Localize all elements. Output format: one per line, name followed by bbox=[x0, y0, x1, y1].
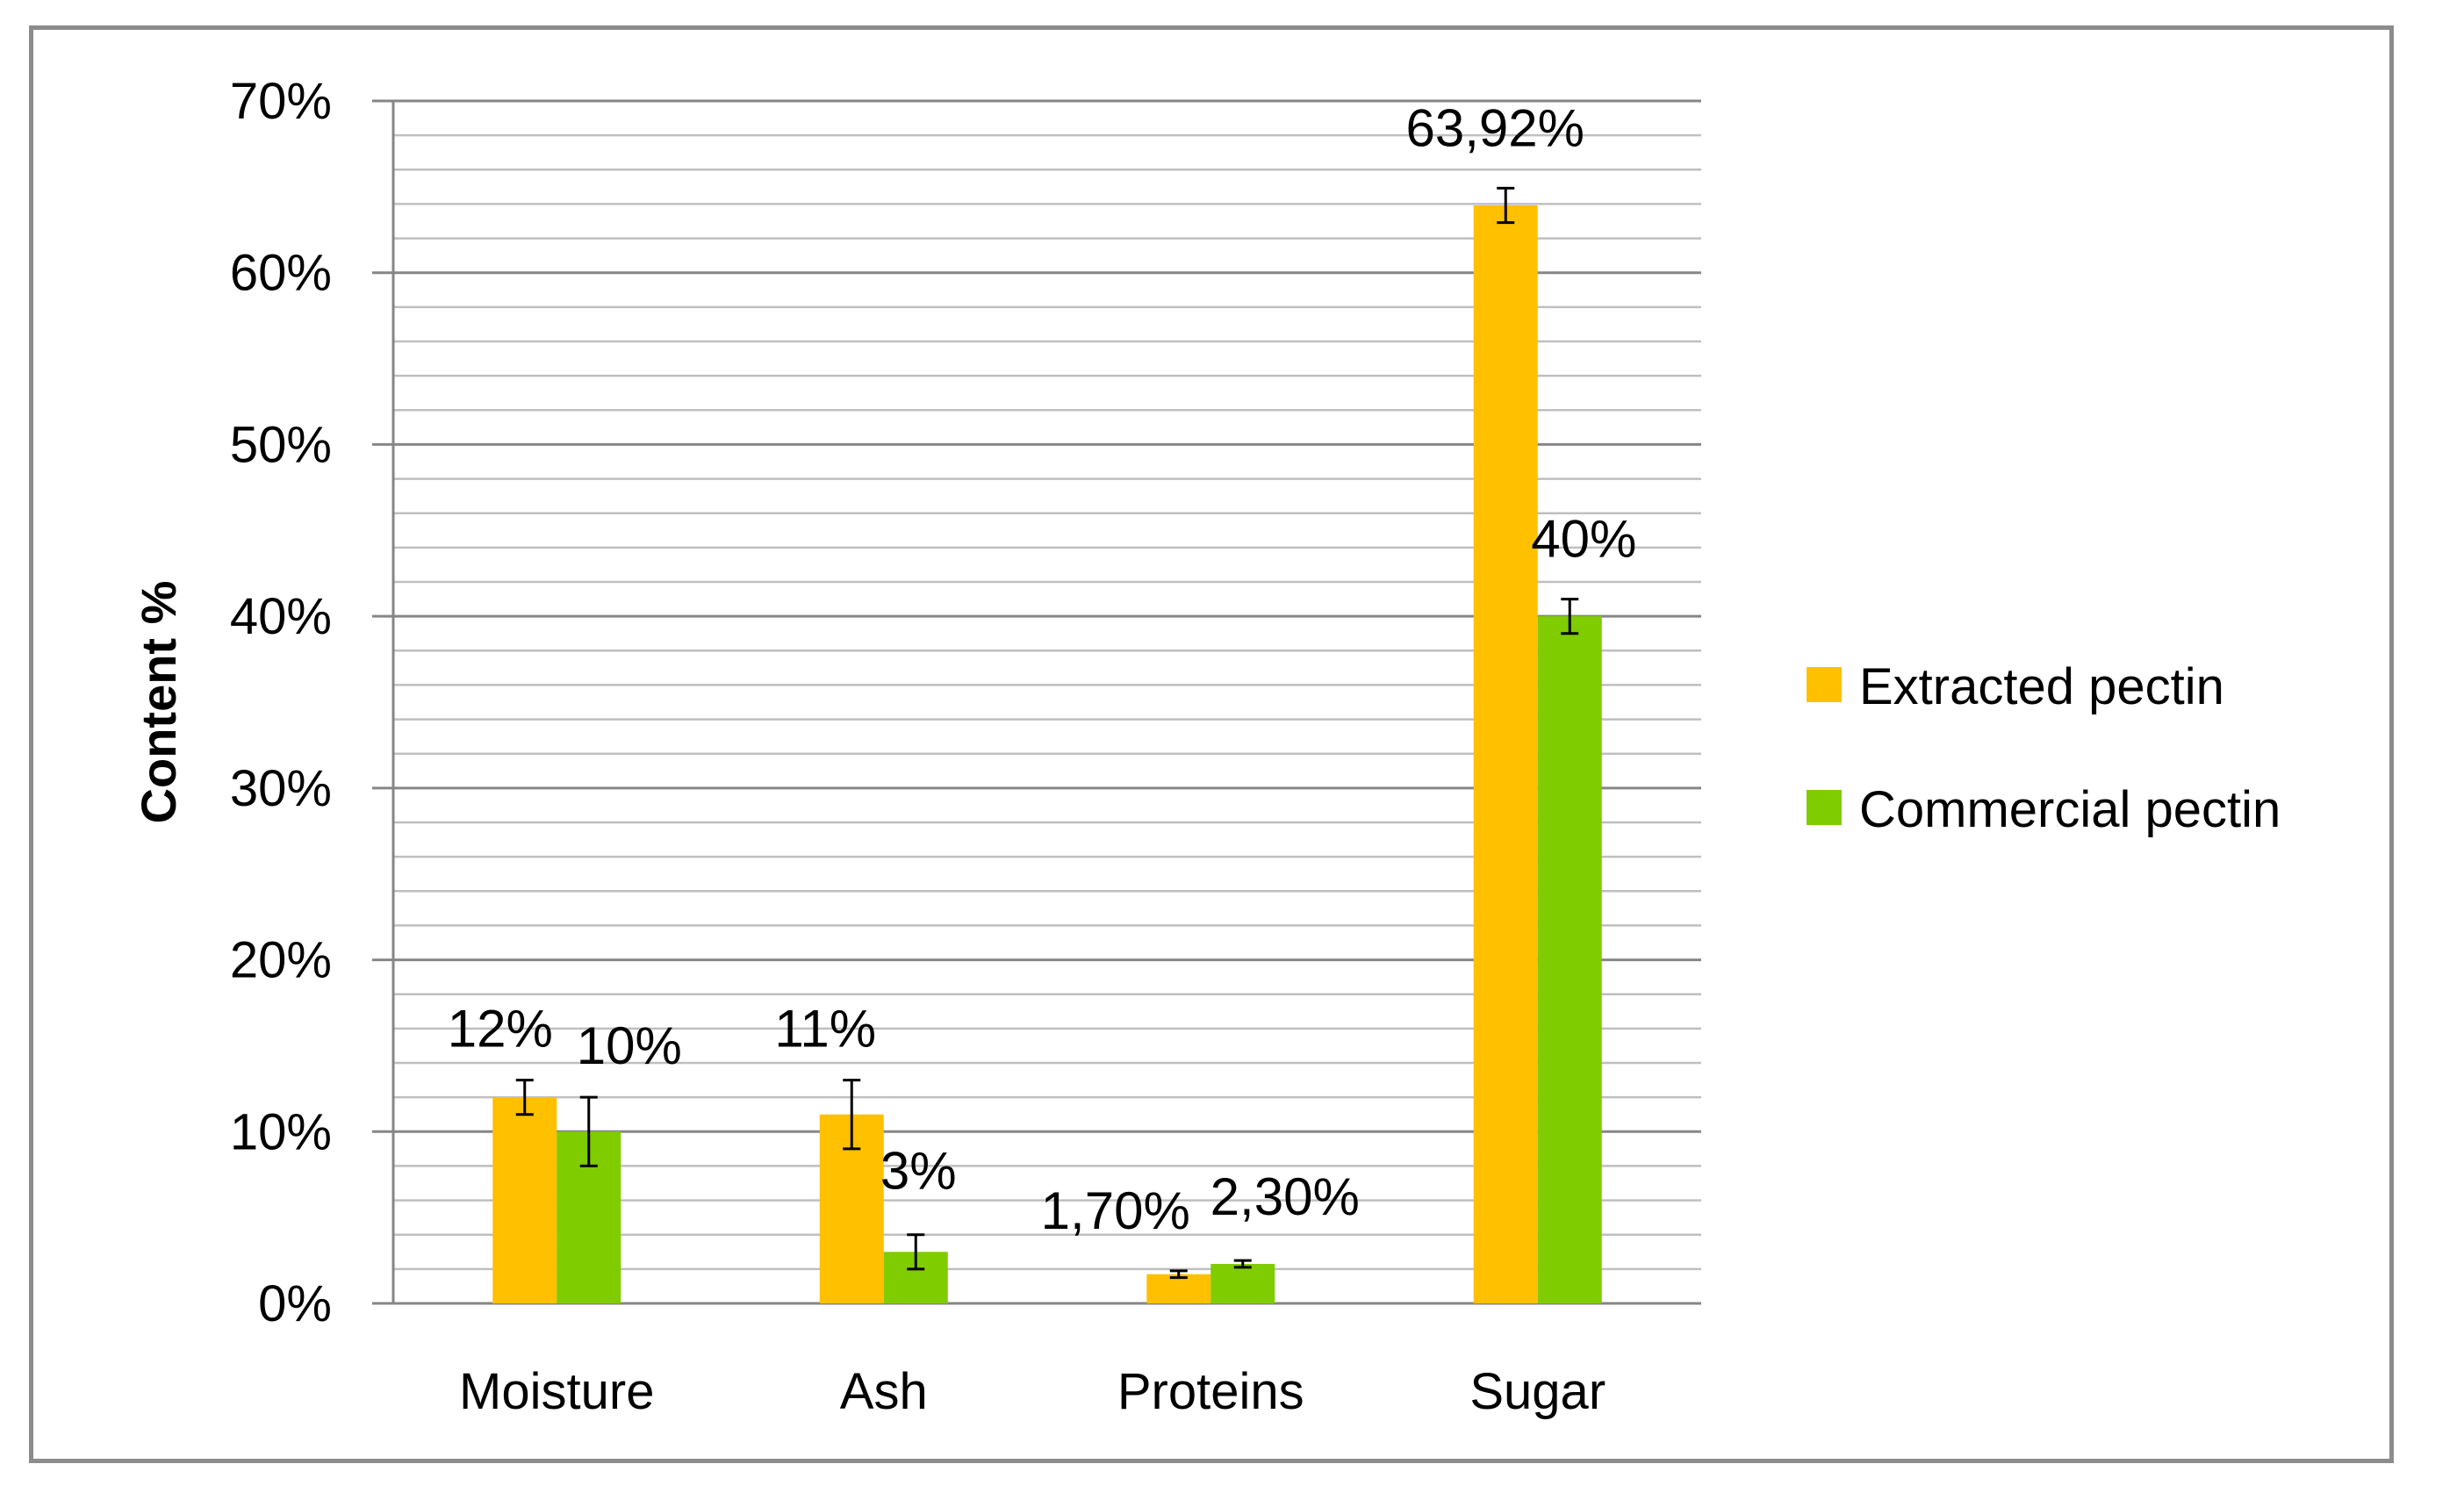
legend-swatch bbox=[1807, 667, 1842, 702]
bar-extracted-proteins bbox=[1146, 1274, 1211, 1303]
data-label: 63,92% bbox=[1406, 98, 1585, 157]
error-bar bbox=[1561, 598, 1579, 635]
y-tick-label: 10% bbox=[230, 1103, 332, 1160]
x-category-label: Ash bbox=[840, 1363, 928, 1420]
tick-labels: 0% 10% 20% 30% 40% 50% 60% 70% Moisture Ash Protei… bbox=[230, 73, 1606, 1420]
y-tick-label: 60% bbox=[230, 245, 332, 302]
y-tick-label: 50% bbox=[230, 416, 332, 473]
data-label: 2,30% bbox=[1210, 1167, 1360, 1226]
y-tick-label: 70% bbox=[230, 73, 332, 130]
y-tick-label: 40% bbox=[230, 588, 332, 645]
y-axis-title: Content % bbox=[131, 581, 186, 824]
error-bar bbox=[1497, 186, 1515, 225]
data-label: 10% bbox=[577, 1016, 682, 1075]
legend-swatch bbox=[1807, 790, 1842, 825]
y-tick-label: 20% bbox=[230, 932, 332, 989]
error-bar bbox=[579, 1095, 598, 1167]
error-bar bbox=[1169, 1269, 1188, 1280]
legend-label: Extracted pectin bbox=[1859, 658, 2224, 715]
data-labels: 12% 11% 1,70% 63,92% 10% 3% 2,30% 40% bbox=[448, 98, 1637, 1239]
error-bar bbox=[515, 1079, 534, 1116]
y-tick-label: 30% bbox=[230, 760, 332, 817]
data-label: 11% bbox=[774, 1000, 876, 1059]
error-bar bbox=[1233, 1259, 1252, 1269]
x-category-label: Sugar bbox=[1469, 1363, 1606, 1420]
data-label: 1,70% bbox=[1041, 1181, 1190, 1240]
error-bars bbox=[515, 186, 1579, 1280]
x-category-label: Moisture bbox=[459, 1363, 654, 1420]
legend-label: Commercial pectin bbox=[1859, 781, 2281, 838]
data-label: 12% bbox=[448, 1000, 553, 1059]
data-label: 3% bbox=[880, 1142, 957, 1201]
bar-commercial-sugar bbox=[1537, 616, 1602, 1303]
bar-extracted-sugar bbox=[1473, 205, 1538, 1304]
bar-extracted-moisture bbox=[492, 1097, 557, 1303]
bar-commercial-proteins bbox=[1210, 1263, 1275, 1303]
y-tick-label: 0% bbox=[258, 1275, 332, 1332]
error-bar bbox=[843, 1079, 861, 1151]
error-bar bbox=[907, 1233, 925, 1271]
bars bbox=[492, 205, 1602, 1304]
x-category-label: Proteins bbox=[1117, 1363, 1304, 1420]
legend: Extracted pectin Commercial pectin bbox=[1807, 658, 2281, 838]
data-label: 40% bbox=[1531, 510, 1636, 569]
chart-frame bbox=[29, 25, 2394, 1463]
